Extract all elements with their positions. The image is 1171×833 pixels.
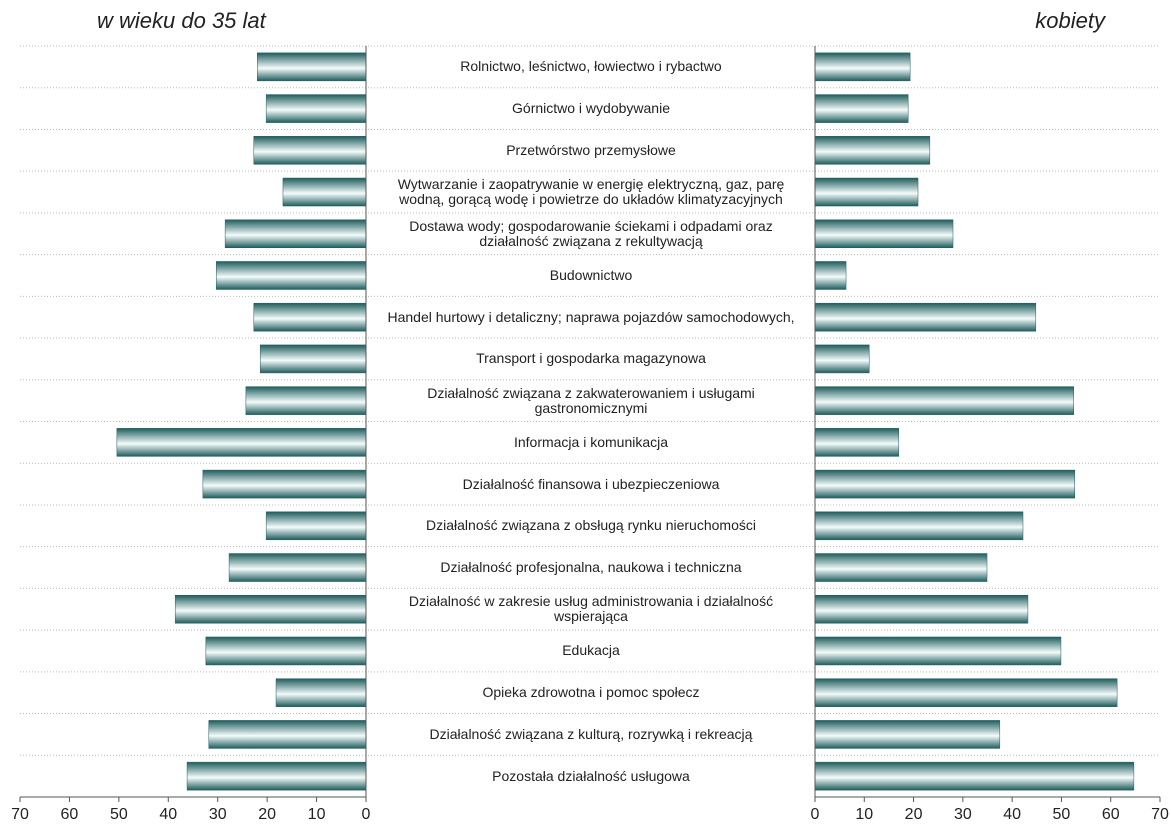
x-tick-label: 0 <box>811 806 820 823</box>
category-box: Działalność profesjonalna, naukowa i tec… <box>440 559 742 576</box>
category-label: Wytwarzanie i zaopatrywanie w energię el… <box>397 176 785 208</box>
bar <box>259 344 367 374</box>
x-tick-label: 20 <box>905 806 923 823</box>
x-tick-label: 40 <box>1003 806 1021 823</box>
x-tick-label: 70 <box>1151 806 1169 823</box>
category-label: Działalność związana z obsługą rynku nie… <box>426 517 756 534</box>
x-tick-label: 60 <box>61 806 79 823</box>
bar <box>245 386 367 415</box>
category-box: Budownictwo <box>549 266 633 283</box>
category-box: Przetwórstwo przemysłowe <box>506 141 676 158</box>
bar <box>814 261 847 290</box>
bar <box>814 344 870 374</box>
category-label: Pozostała działalność usługowa <box>492 767 690 784</box>
category-label: Działalność w zakresie usług administrow… <box>408 593 774 625</box>
category-box: Transport i gospodarka magazynowa <box>476 350 706 367</box>
category-box: Wytwarzanie i zaopatrywanie w energię el… <box>397 176 785 208</box>
category-label: Handel hurtowy i detaliczny; naprawa poj… <box>387 308 795 325</box>
category-label: Opieka zdrowotna i pomoc społecz <box>482 684 700 701</box>
category-label: Transport i gospodarka magazynowa <box>476 350 706 367</box>
bar <box>265 511 367 541</box>
category-label: Działalność związana z zakwaterowaniem i… <box>427 384 755 416</box>
category-label: Działalność finansowa i ubezpieczeniowa <box>462 475 720 492</box>
bar <box>814 469 1075 499</box>
category-box: Informacja i komunikacja <box>513 433 669 450</box>
bar <box>205 636 367 666</box>
bar <box>202 469 367 499</box>
category-box: Działalność związana z zakwaterowaniem i… <box>427 384 755 416</box>
bar <box>186 761 367 791</box>
bar <box>265 94 367 123</box>
left-title: w wieku do 35 lat <box>97 8 267 33</box>
x-tick-label: 10 <box>308 806 326 823</box>
bar <box>228 553 367 582</box>
bar <box>814 761 1135 791</box>
x-tick-label: 50 <box>110 806 128 823</box>
category-box: Handel hurtowy i detaliczny; naprawa poj… <box>387 308 795 325</box>
category-label: Górnictwo i wydobywanie <box>512 100 670 117</box>
category-label: Dostawa wody; gospodarowanie ściekami i … <box>409 217 773 249</box>
x-tick-label: 50 <box>1053 806 1071 823</box>
category-box: Rolnictwo, leśnictwo, łowiectwo i rybact… <box>460 58 722 75</box>
bar <box>174 595 367 624</box>
bar <box>814 678 1118 707</box>
bar <box>814 511 1024 541</box>
category-box: Dostawa wody; gospodarowanie ściekami i … <box>409 217 773 249</box>
x-tick-label: 70 <box>11 806 29 823</box>
bar <box>814 720 1001 749</box>
category-box: Działalność związana z obsługą rynku nie… <box>426 517 756 534</box>
category-label: Informacja i komunikacja <box>513 433 669 450</box>
bar <box>814 636 1062 666</box>
category-box: Działalność związana z kulturą, rozrywką… <box>429 725 753 742</box>
bar <box>814 595 1029 624</box>
category-label: Rolnictwo, leśnictwo, łowiectwo i rybact… <box>460 58 722 75</box>
category-label: Przetwórstwo przemysłowe <box>506 141 676 158</box>
category-box: Opieka zdrowotna i pomoc społecz <box>482 684 700 701</box>
bar <box>814 52 911 82</box>
category-box: Górnictwo i wydobywanie <box>512 100 670 117</box>
category-label: Działalność związana z kulturą, rozrywką… <box>429 725 753 742</box>
category-box: Edukacja <box>562 642 620 659</box>
x-tick-label: 0 <box>362 806 371 823</box>
category-label: Edukacja <box>562 642 620 659</box>
bar <box>253 302 367 332</box>
bar <box>814 136 931 165</box>
bar <box>814 386 1074 415</box>
bar <box>215 261 367 290</box>
x-tick-label: 30 <box>209 806 227 823</box>
bar <box>814 177 919 207</box>
x-tick-label: 10 <box>855 806 873 823</box>
x-tick-label: 20 <box>258 806 276 823</box>
bar <box>275 678 367 707</box>
category-box: Pozostała działalność usługowa <box>492 767 690 784</box>
bar <box>116 428 367 457</box>
bar <box>814 219 954 248</box>
category-box: Działalność finansowa i ubezpieczeniowa <box>462 475 720 492</box>
bar <box>814 553 988 582</box>
category-label: Działalność profesjonalna, naukowa i tec… <box>440 559 742 576</box>
category-label: Budownictwo <box>549 266 633 283</box>
bar <box>814 428 900 457</box>
x-tick-label: 30 <box>954 806 972 823</box>
bar <box>224 219 367 248</box>
bar <box>257 52 367 82</box>
bar <box>814 302 1037 332</box>
x-tick-label: 60 <box>1102 806 1120 823</box>
right-title: kobiety <box>1035 8 1107 33</box>
bar <box>282 177 367 207</box>
bar <box>208 720 367 749</box>
category-box: Działalność w zakresie usług administrow… <box>408 593 774 625</box>
bar <box>814 94 909 123</box>
x-tick-label: 40 <box>159 806 177 823</box>
bar <box>253 136 367 165</box>
